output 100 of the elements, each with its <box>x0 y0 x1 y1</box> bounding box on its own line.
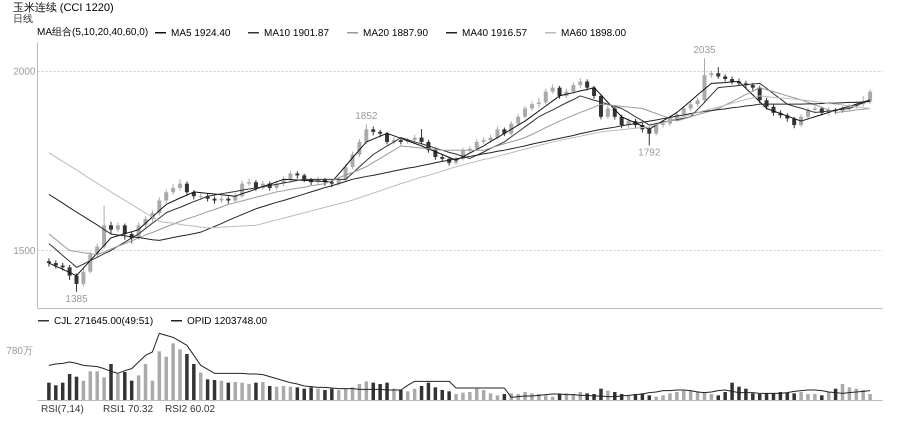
bar <box>136 375 140 400</box>
bar <box>130 380 134 400</box>
bar <box>868 394 872 400</box>
bar <box>826 392 830 400</box>
candlestick <box>716 66 720 80</box>
bar <box>206 379 210 400</box>
bar <box>309 387 313 400</box>
bar <box>192 364 196 400</box>
bar <box>350 387 354 400</box>
candlestick <box>233 192 238 203</box>
candlestick <box>178 178 182 192</box>
bar <box>737 386 741 400</box>
bar <box>730 382 734 400</box>
bar <box>764 393 768 400</box>
bar <box>399 390 403 400</box>
bar <box>392 388 396 400</box>
bar <box>74 376 78 400</box>
bar <box>261 382 265 400</box>
bar <box>158 351 162 400</box>
y-tick-label: 2000 <box>13 66 36 78</box>
bar <box>296 387 300 400</box>
bar <box>434 387 438 400</box>
candlestick <box>682 105 686 118</box>
bar <box>274 386 278 400</box>
bar <box>185 354 189 400</box>
bar <box>813 394 817 400</box>
candlestick <box>585 78 590 92</box>
bar <box>323 390 327 400</box>
candlestick <box>184 180 189 196</box>
bar <box>123 372 127 400</box>
bar <box>550 396 554 400</box>
bar <box>426 382 430 400</box>
candlestick <box>606 105 610 120</box>
bar <box>164 356 168 400</box>
bar <box>371 382 375 400</box>
candlestick <box>288 170 292 183</box>
candlestick <box>116 222 120 234</box>
bar <box>682 390 686 400</box>
bar <box>820 395 824 400</box>
bar <box>806 394 810 400</box>
candlestick <box>171 184 176 196</box>
candlestick <box>868 88 872 104</box>
bar <box>488 393 492 400</box>
bar <box>316 388 320 400</box>
annotation: 2035 <box>693 45 716 56</box>
legend-label: MA40 1916.57 <box>462 28 528 39</box>
bar <box>454 394 458 400</box>
bar <box>212 380 216 400</box>
bar <box>68 374 72 400</box>
bar <box>661 395 665 400</box>
candlestick <box>81 268 86 287</box>
bar <box>268 386 272 400</box>
bar <box>198 372 202 400</box>
bar <box>282 386 286 400</box>
bar <box>406 391 410 400</box>
bar <box>482 390 486 400</box>
bar <box>240 382 244 400</box>
bar <box>668 393 672 400</box>
bar <box>848 387 852 400</box>
bar <box>834 388 838 400</box>
candlestick <box>647 126 652 146</box>
candlestick <box>688 101 693 112</box>
bar <box>710 394 714 400</box>
candlestick <box>495 126 500 140</box>
bar <box>378 384 382 400</box>
text: RSI2 60.02 <box>165 404 216 415</box>
candlestick <box>806 106 810 120</box>
candlestick <box>550 84 555 94</box>
candlestick <box>792 116 796 129</box>
bar <box>654 396 658 400</box>
text: 780万 <box>6 346 33 357</box>
bar <box>599 388 603 400</box>
candlestick <box>164 188 168 204</box>
bar <box>840 384 844 400</box>
y-tick-label: 1500 <box>13 246 36 257</box>
annotation: 1792 <box>638 148 661 159</box>
chart-title: 玉米连续 (CCI 1220) <box>12 1 114 14</box>
bar <box>786 392 790 400</box>
bar <box>420 386 424 400</box>
legend-label: MA20 1887.90 <box>363 28 428 39</box>
bar <box>688 390 692 400</box>
legend-title: MA组合(5,10,20,40,60,0) <box>37 26 148 38</box>
bar <box>109 364 113 400</box>
bar <box>751 393 755 400</box>
bar <box>254 382 258 400</box>
bar <box>772 393 776 400</box>
candlestick <box>74 272 79 292</box>
candlestick <box>571 82 576 94</box>
candlestick <box>420 128 424 145</box>
candlestick <box>385 131 390 145</box>
bar <box>412 388 416 400</box>
bar <box>88 371 92 400</box>
annotation: 1385 <box>65 294 88 305</box>
bar <box>47 382 51 400</box>
candlestick <box>523 105 528 120</box>
candlestick <box>558 85 562 100</box>
bar <box>336 390 340 400</box>
bar <box>385 382 389 400</box>
bar <box>302 388 306 400</box>
candlestick <box>254 180 258 192</box>
